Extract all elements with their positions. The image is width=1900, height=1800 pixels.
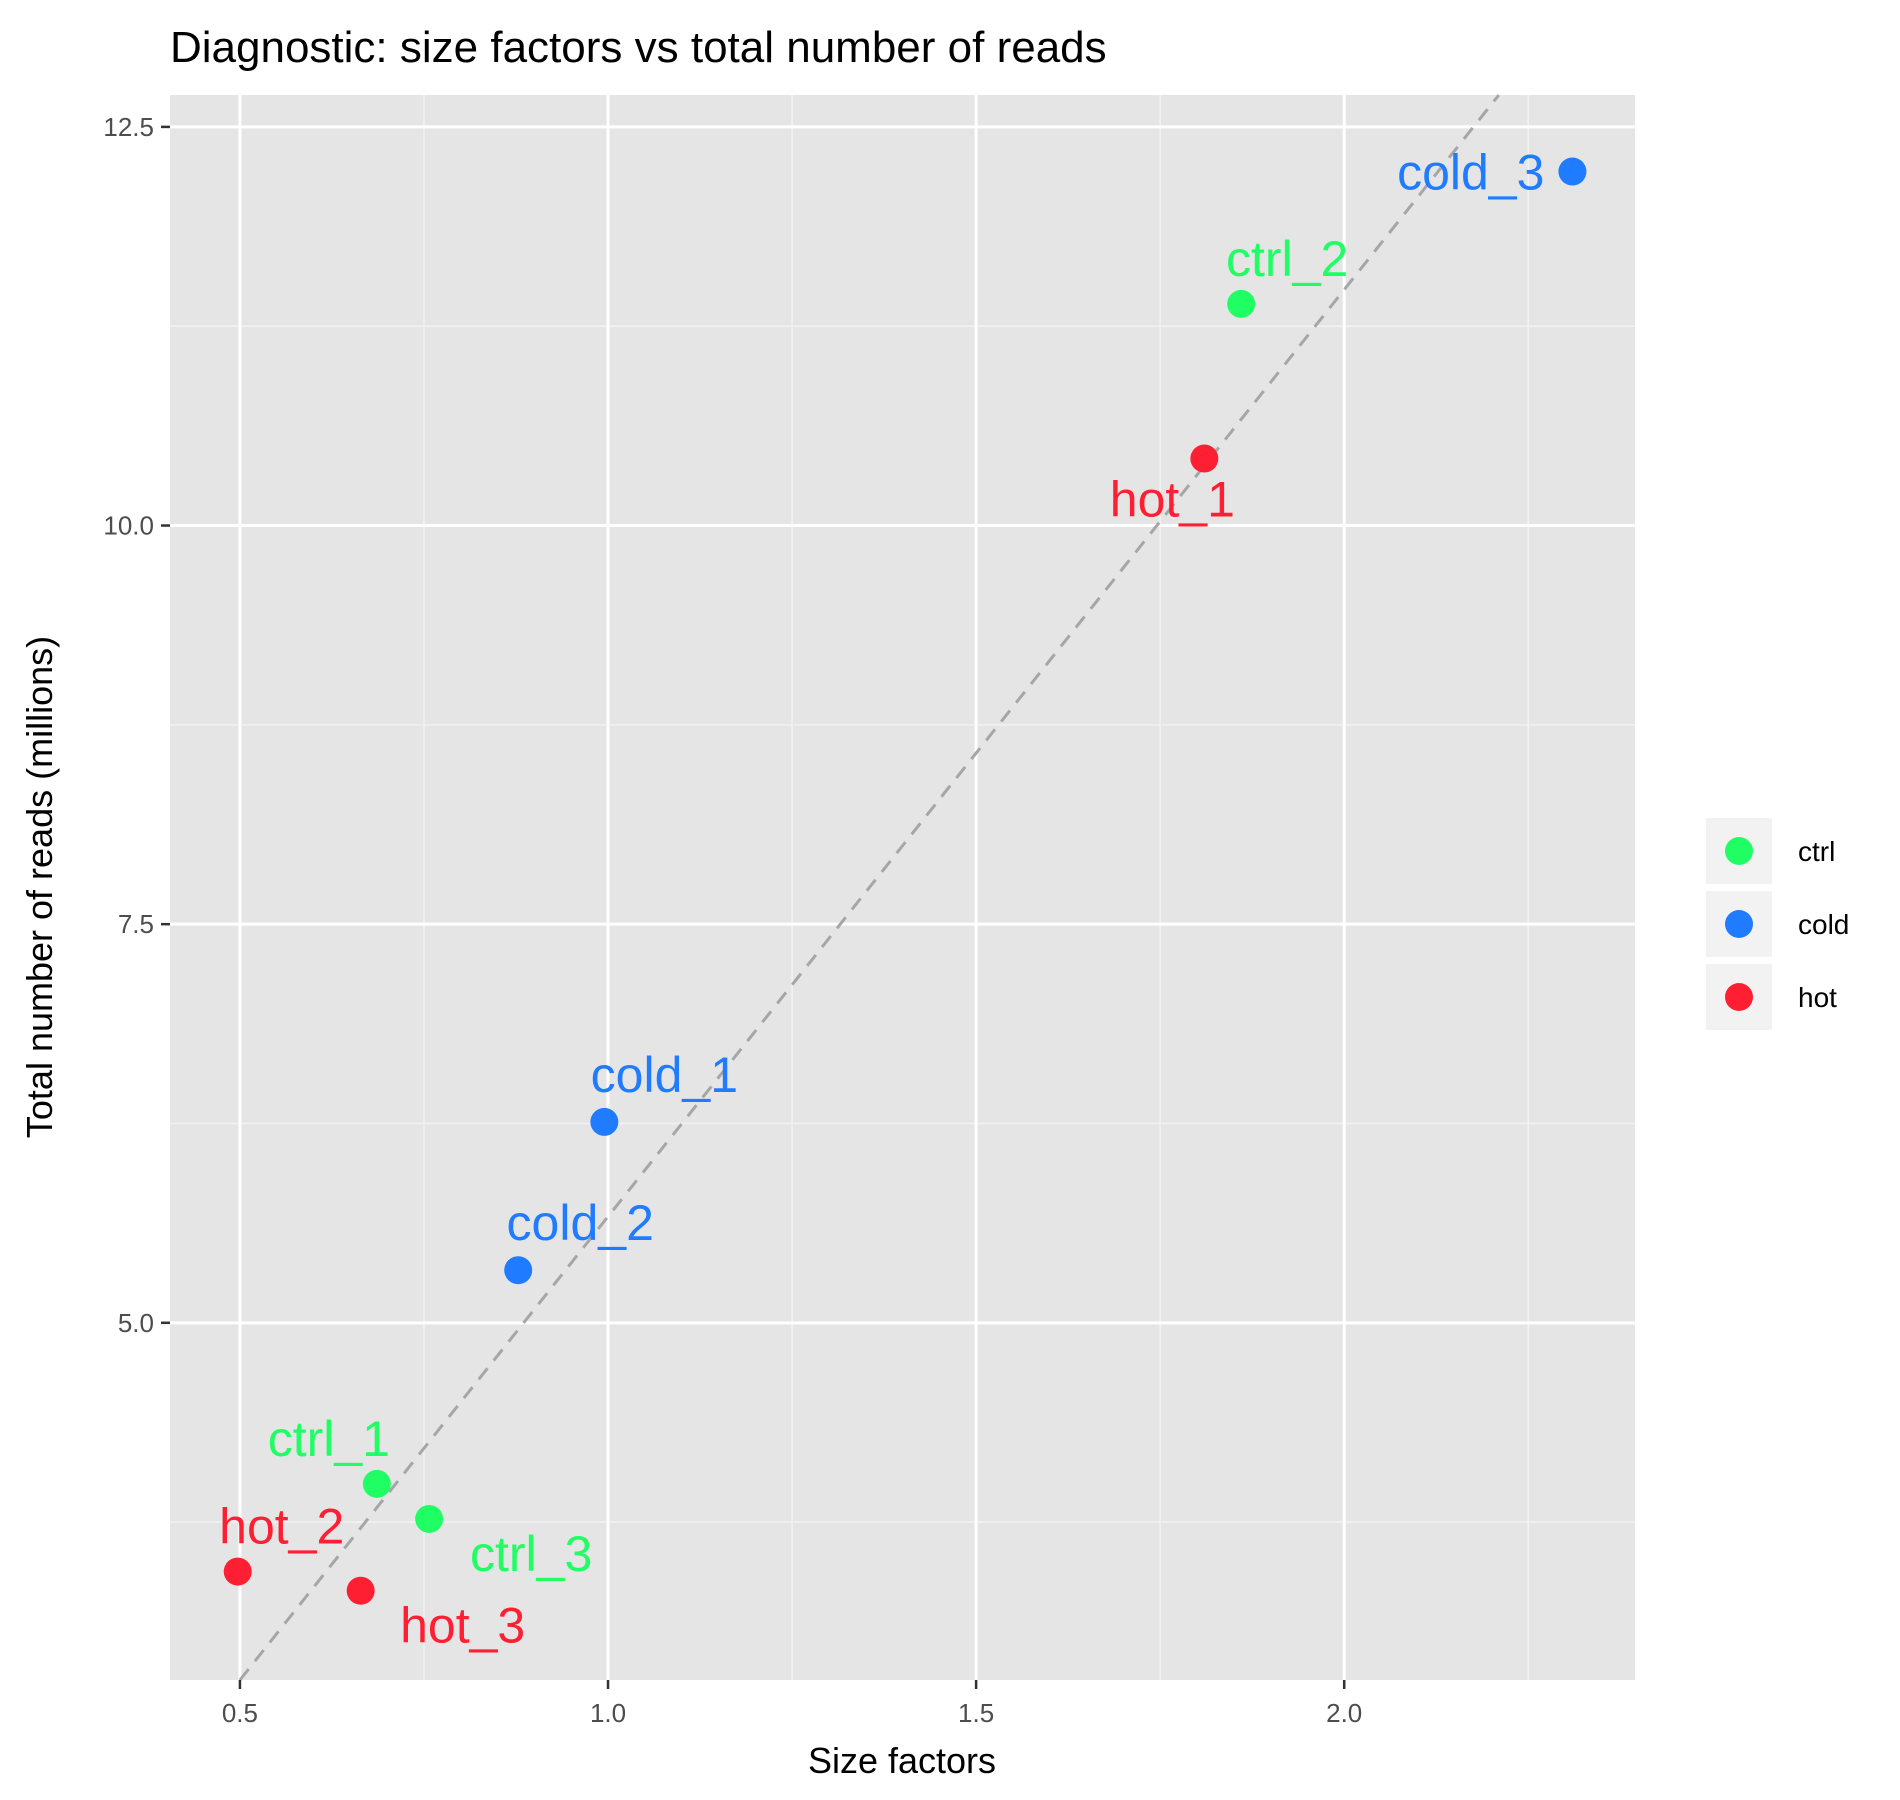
data-point-cold_3 <box>1558 157 1587 186</box>
point-label-ctrl_1: ctrl_1 <box>268 1411 390 1467</box>
point-label-ctrl_2: ctrl_2 <box>1226 231 1348 287</box>
plot-panel <box>170 95 1635 1680</box>
reference-line <box>238 94 1500 1681</box>
data-point-ctrl_3 <box>415 1504 444 1533</box>
legend: ctrl cold hot <box>1706 818 1849 1030</box>
y-axis-title: Total number of reads (millions) <box>19 636 60 1138</box>
legend-label-ctrl: ctrl <box>1798 836 1835 867</box>
point-labels: cold_3 ctrl_2 hot_1 cold_1 cold_2 ctrl_1 ctrl_… <box>219 145 1544 1654</box>
x-tick-label: 0.5 <box>222 1698 258 1728</box>
point-label-hot_3: hot_3 <box>400 1598 525 1654</box>
x-axis-title: Size factors <box>808 1740 996 1781</box>
x-tick-label: 2.0 <box>1326 1698 1362 1728</box>
y-tick-label: 10.0 <box>103 511 154 541</box>
x-tick-label: 1.0 <box>590 1698 626 1728</box>
point-label-cold_2: cold_2 <box>507 1195 654 1251</box>
legend-label-cold: cold <box>1798 909 1849 940</box>
y-tick-label: 7.5 <box>118 909 154 939</box>
data-point-cold_1 <box>590 1107 619 1136</box>
data-point-cold_2 <box>504 1256 533 1285</box>
y-tick-label: 5.0 <box>118 1308 154 1338</box>
legend-swatch-hot <box>1725 983 1753 1011</box>
chart-title: Diagnostic: size factors vs total number… <box>170 23 1107 72</box>
point-label-cold_3: cold_3 <box>1397 145 1544 201</box>
data-point-hot_2 <box>223 1557 252 1586</box>
data-points <box>223 157 1587 1605</box>
legend-label-hot: hot <box>1798 982 1837 1013</box>
legend-swatch-cold <box>1725 910 1753 938</box>
x-tick-label: 1.5 <box>958 1698 994 1728</box>
gridlines <box>170 95 1635 1680</box>
point-label-hot_1: hot_1 <box>1110 472 1235 528</box>
legend-swatch-ctrl <box>1725 837 1753 865</box>
point-label-hot_2: hot_2 <box>219 1499 344 1555</box>
data-point-hot_1 <box>1190 444 1219 473</box>
point-label-ctrl_3: ctrl_3 <box>470 1526 592 1582</box>
data-point-ctrl_1 <box>362 1469 391 1498</box>
data-point-ctrl_2 <box>1227 289 1256 318</box>
y-tick-label: 12.5 <box>103 112 154 142</box>
data-point-hot_3 <box>346 1576 375 1605</box>
axes: 0.5 1.0 1.5 2.0 5.0 7.5 10.0 12.5 <box>103 112 1362 1728</box>
point-label-cold_1: cold_1 <box>591 1047 738 1103</box>
